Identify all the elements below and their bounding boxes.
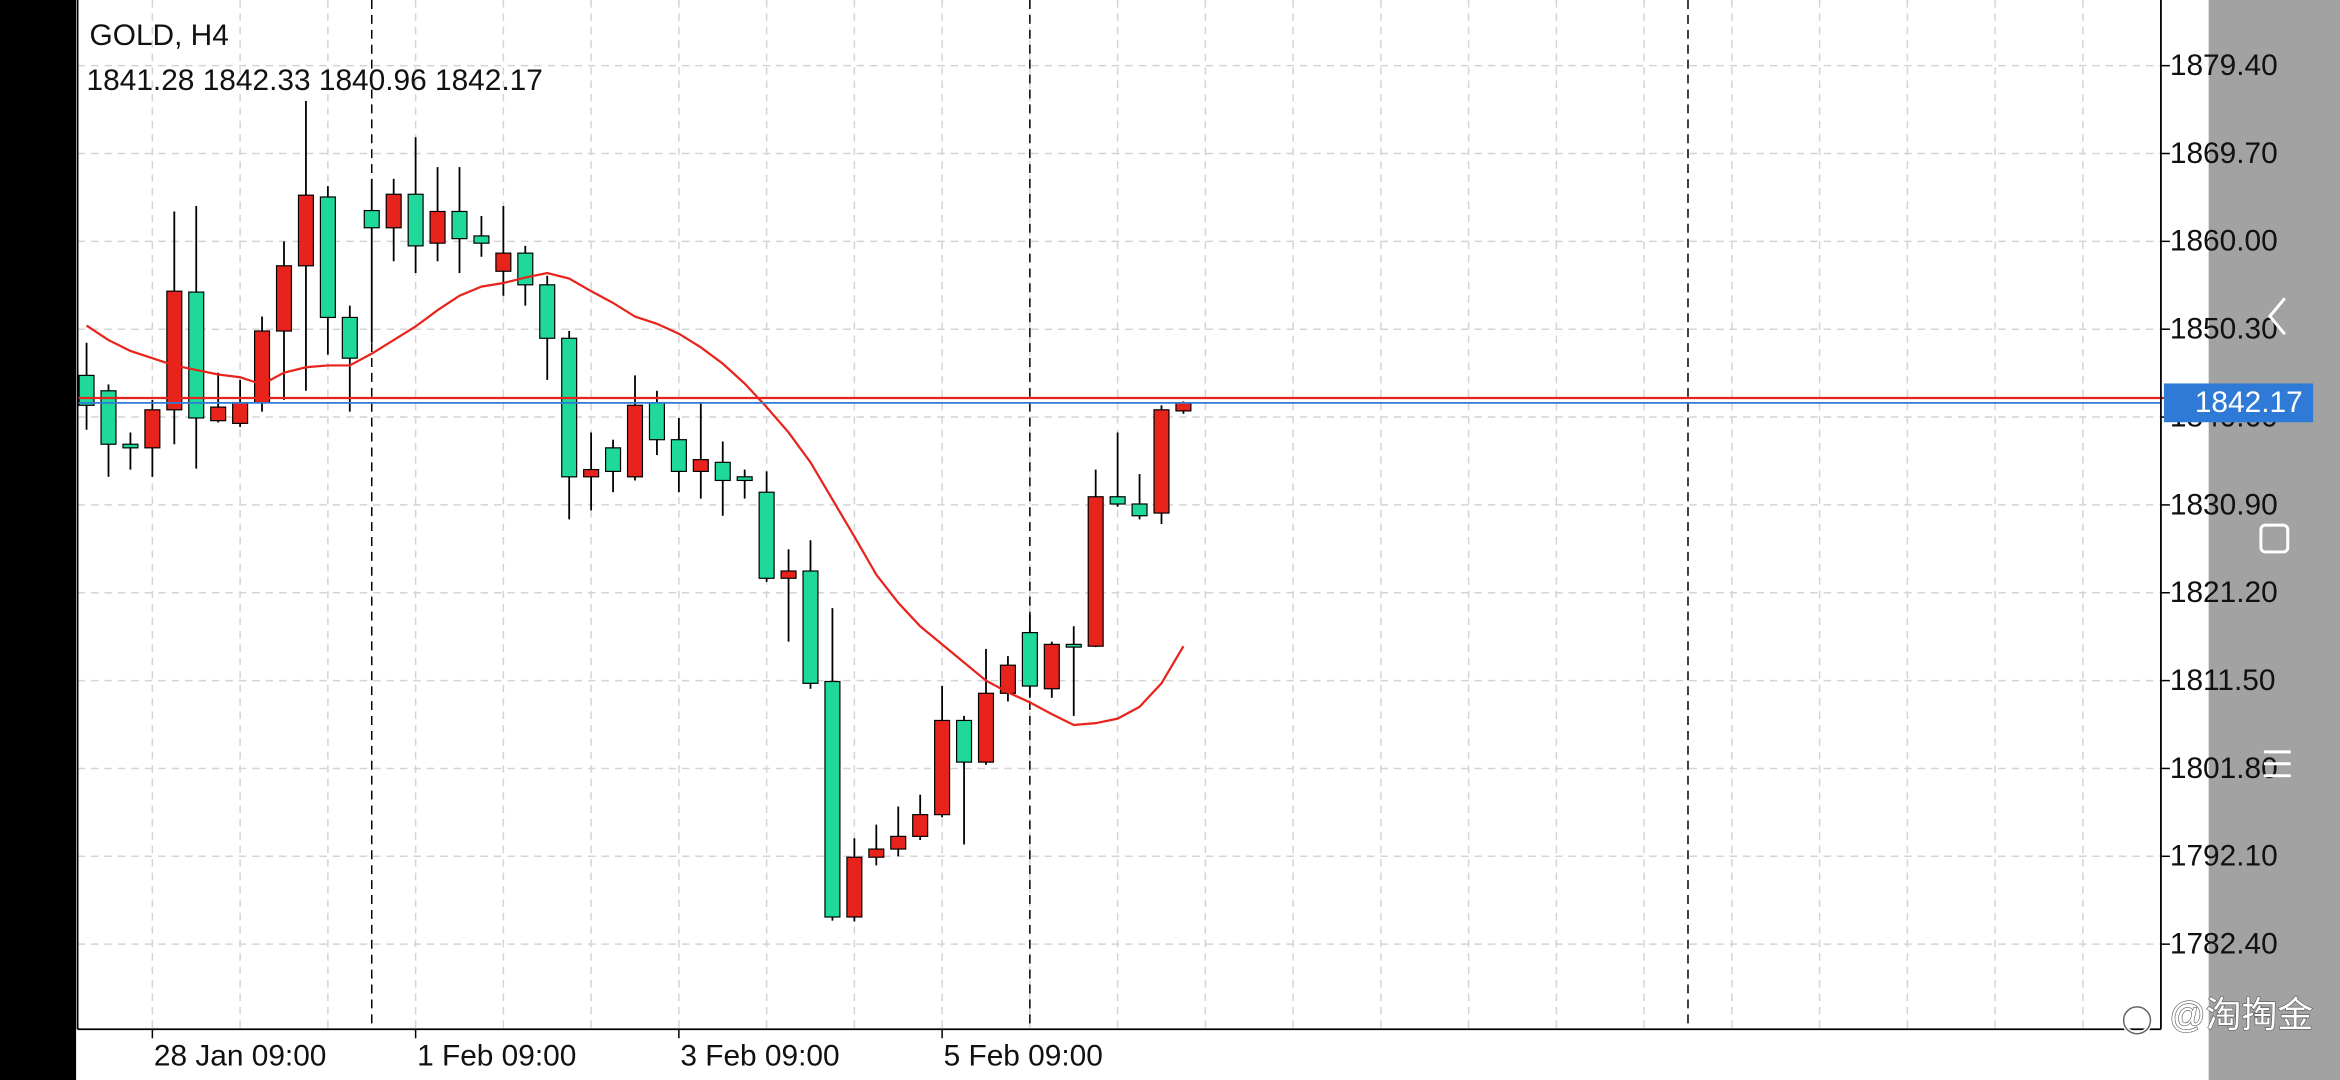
candle-body (473, 235, 490, 244)
candle-body (758, 491, 775, 579)
candle-body (495, 252, 512, 272)
candle-body (583, 468, 600, 478)
candle-body (363, 209, 380, 229)
candle-body (78, 374, 95, 406)
candle-body (692, 459, 709, 472)
candle-body (890, 835, 907, 850)
candle-body (1131, 503, 1148, 517)
side-icons[interactable] (2259, 297, 2291, 778)
candle-body (846, 856, 863, 918)
y-tick-label: 1879.40 (2170, 49, 2278, 82)
y-tick-label: 1811.50 (2170, 664, 2276, 697)
candle-body (561, 337, 578, 478)
candle-body (451, 210, 468, 240)
candle-body (122, 443, 139, 449)
axes: 1879.401869.701860.001850.301840.601830.… (76, 0, 2314, 1073)
candle-body (1065, 643, 1082, 648)
candle-body (1087, 496, 1104, 647)
candle-body (385, 193, 402, 229)
candle-body (977, 692, 995, 763)
candle-body (824, 680, 841, 918)
candle-body (166, 290, 183, 411)
candle-body (341, 316, 358, 359)
candle-body (714, 461, 731, 482)
candle-body (429, 210, 446, 244)
left-bezel (0, 0, 77, 1080)
candle-body (232, 401, 249, 424)
y-tick-label: 1830.90 (2170, 488, 2278, 521)
watermark-logo (2121, 1004, 2153, 1036)
candle-body (604, 447, 622, 472)
candle-body (1109, 496, 1126, 505)
y-tick-label: 1860.00 (2170, 225, 2278, 258)
y-tick-label: 1782.40 (2170, 928, 2278, 961)
candle-body (912, 814, 929, 837)
candle-body (648, 401, 665, 441)
high-value: 1842.33 (203, 64, 311, 97)
bid-label: 1842.17 (2195, 386, 2303, 419)
candle-body (517, 252, 534, 286)
x-tick-label: 28 Jan 09:00 (154, 1040, 327, 1073)
watermark: @淘掏金 (2169, 995, 2313, 1035)
candle-body (188, 291, 205, 419)
side-panel (2208, 0, 2340, 1080)
ohlc-readout: 1841.28 1842.33 1840.96 1842.17 (87, 64, 543, 97)
open-value: 1841.28 (87, 64, 195, 97)
candle-body (144, 409, 161, 449)
candle-body (955, 719, 973, 763)
y-tick-label: 1869.70 (2170, 137, 2278, 170)
y-tick-label: 1850.30 (2170, 313, 2278, 346)
collapse-icon[interactable] (2267, 297, 2286, 336)
candle-body (210, 406, 227, 422)
x-tick-label: 5 Feb 09:00 (944, 1040, 1103, 1073)
candle-body (780, 570, 797, 579)
candle-body (319, 196, 336, 319)
y-tick-label: 1792.10 (2170, 840, 2278, 873)
low-value: 1840.96 (319, 64, 427, 97)
candle-body (934, 719, 951, 816)
candle-body (626, 404, 644, 478)
candle-body (802, 570, 819, 684)
candle-body (1021, 632, 1038, 687)
candle-body (1043, 643, 1060, 690)
candle-body (1175, 402, 1192, 412)
menu-icon[interactable] (2263, 750, 2291, 778)
y-tick-label: 1821.20 (2170, 576, 2278, 609)
candle-body (1153, 409, 1170, 514)
y-tick-label: 1801.80 (2170, 752, 2278, 785)
chart-title: GOLD, H4 (90, 19, 229, 52)
candle-body (100, 390, 117, 445)
candle-body (868, 848, 885, 858)
plot (77, 100, 2314, 922)
candle-body (736, 476, 753, 482)
candle-body (275, 265, 293, 332)
window-icon[interactable] (2259, 523, 2290, 554)
x-tick-label: 3 Feb 09:00 (680, 1040, 839, 1073)
bid-label-box (2163, 383, 2314, 423)
candle-body (539, 284, 556, 339)
moving-average (85, 271, 1185, 727)
candle-body (670, 439, 687, 472)
candle-body (297, 194, 314, 267)
candle-body (253, 330, 271, 404)
candle-body (407, 193, 424, 247)
x-tick-label: 1 Feb 09:00 (417, 1040, 576, 1073)
close-value: 1842.17 (435, 64, 543, 97)
